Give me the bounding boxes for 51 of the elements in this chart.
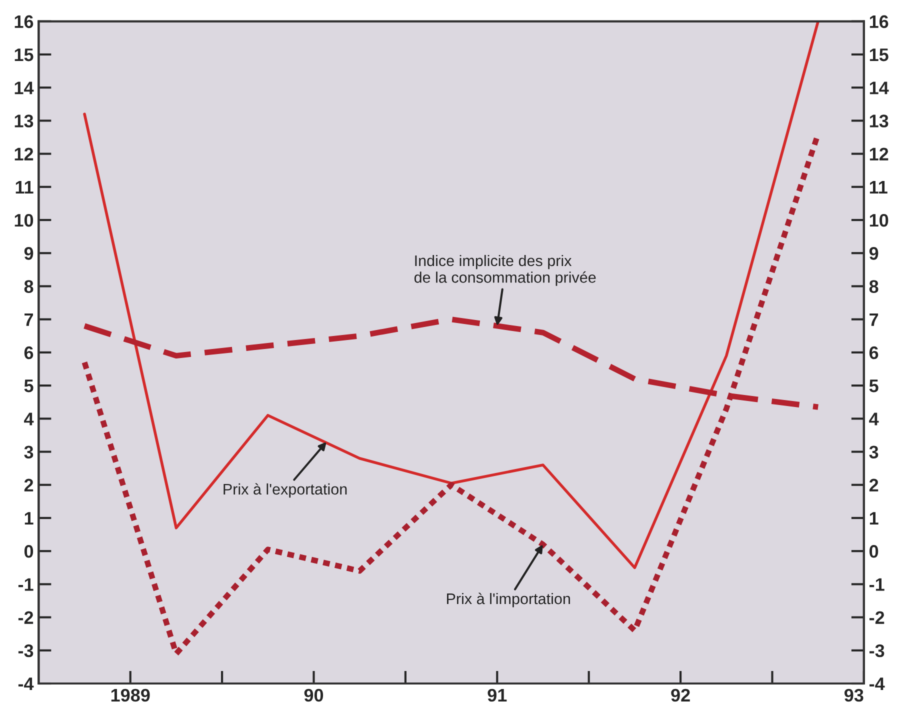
y-tick-label: 9 xyxy=(24,247,34,260)
x-tick-label: 93 xyxy=(844,688,864,702)
y2-tick-label: -3 xyxy=(870,644,884,658)
y2-tick-label: 16 xyxy=(870,15,888,28)
y-tick-label: -3 xyxy=(18,644,34,658)
y-tick-label: 14 xyxy=(14,82,34,94)
x-tick-label: 92 xyxy=(671,688,690,702)
y2-tick-label: -2 xyxy=(870,611,884,624)
y-tick-label: 3 xyxy=(24,446,34,459)
y-tick-label: 0 xyxy=(24,545,34,558)
y2-tick-label: 7 xyxy=(870,313,878,326)
y-tick-label: -2 xyxy=(18,611,34,624)
y-tick-label: 15 xyxy=(14,48,34,62)
y-tick-label: 10 xyxy=(14,214,34,227)
y2-tick-label: 3 xyxy=(869,446,878,459)
y2-tick-label: 0 xyxy=(870,545,878,558)
y-tick-label: 4 xyxy=(24,412,34,426)
annotation: Indice implicite des prix de la consommation privée xyxy=(414,254,596,286)
y-tick-label: 2 xyxy=(24,478,34,492)
x-tick-label: 90 xyxy=(304,688,324,702)
y-tick-label: 5 xyxy=(24,380,34,392)
y-tick-label: 7 xyxy=(24,313,34,326)
x-tick-label: 1989 xyxy=(111,688,150,702)
y-tick-label: 12 xyxy=(14,148,34,160)
y-tick-label: 6 xyxy=(24,346,34,360)
y-tick-label: -1 xyxy=(18,578,34,591)
x-tick-label: 91 xyxy=(488,688,507,702)
y2-tick-label: 10 xyxy=(870,214,888,227)
y-tick-label: 8 xyxy=(24,280,34,293)
y2-tick-label: 12 xyxy=(870,148,888,160)
y2-tick-label: 8 xyxy=(869,280,878,293)
y2-tick-label: 9 xyxy=(869,247,878,260)
y2-tick-label: 13 xyxy=(870,114,888,128)
y-tick-label: -4 xyxy=(18,678,34,690)
y2-tick-label: -1 xyxy=(870,578,884,591)
y2-tick-label: 14 xyxy=(870,82,889,94)
y2-tick-label: 1 xyxy=(870,512,878,525)
annotation: Prix à l'importation xyxy=(447,592,570,608)
y2-tick-label: 2 xyxy=(869,478,878,492)
annotation: Prix à l'exportation xyxy=(224,483,347,498)
y2-tick-label: 15 xyxy=(870,48,888,62)
y2-tick-label: 6 xyxy=(869,346,878,360)
line-series xyxy=(83,21,820,570)
y-tick-label: 1 xyxy=(24,512,34,525)
y2-tick-label: 5 xyxy=(869,380,878,392)
y2-tick-label: -4 xyxy=(870,678,885,690)
y2-tick-label: 4 xyxy=(869,412,879,426)
y-tick-label: 13 xyxy=(14,114,34,128)
y-tick-label: 16 xyxy=(14,15,34,28)
y-tick-label: 11 xyxy=(16,181,34,194)
y2-tick-label: 11 xyxy=(870,181,888,194)
